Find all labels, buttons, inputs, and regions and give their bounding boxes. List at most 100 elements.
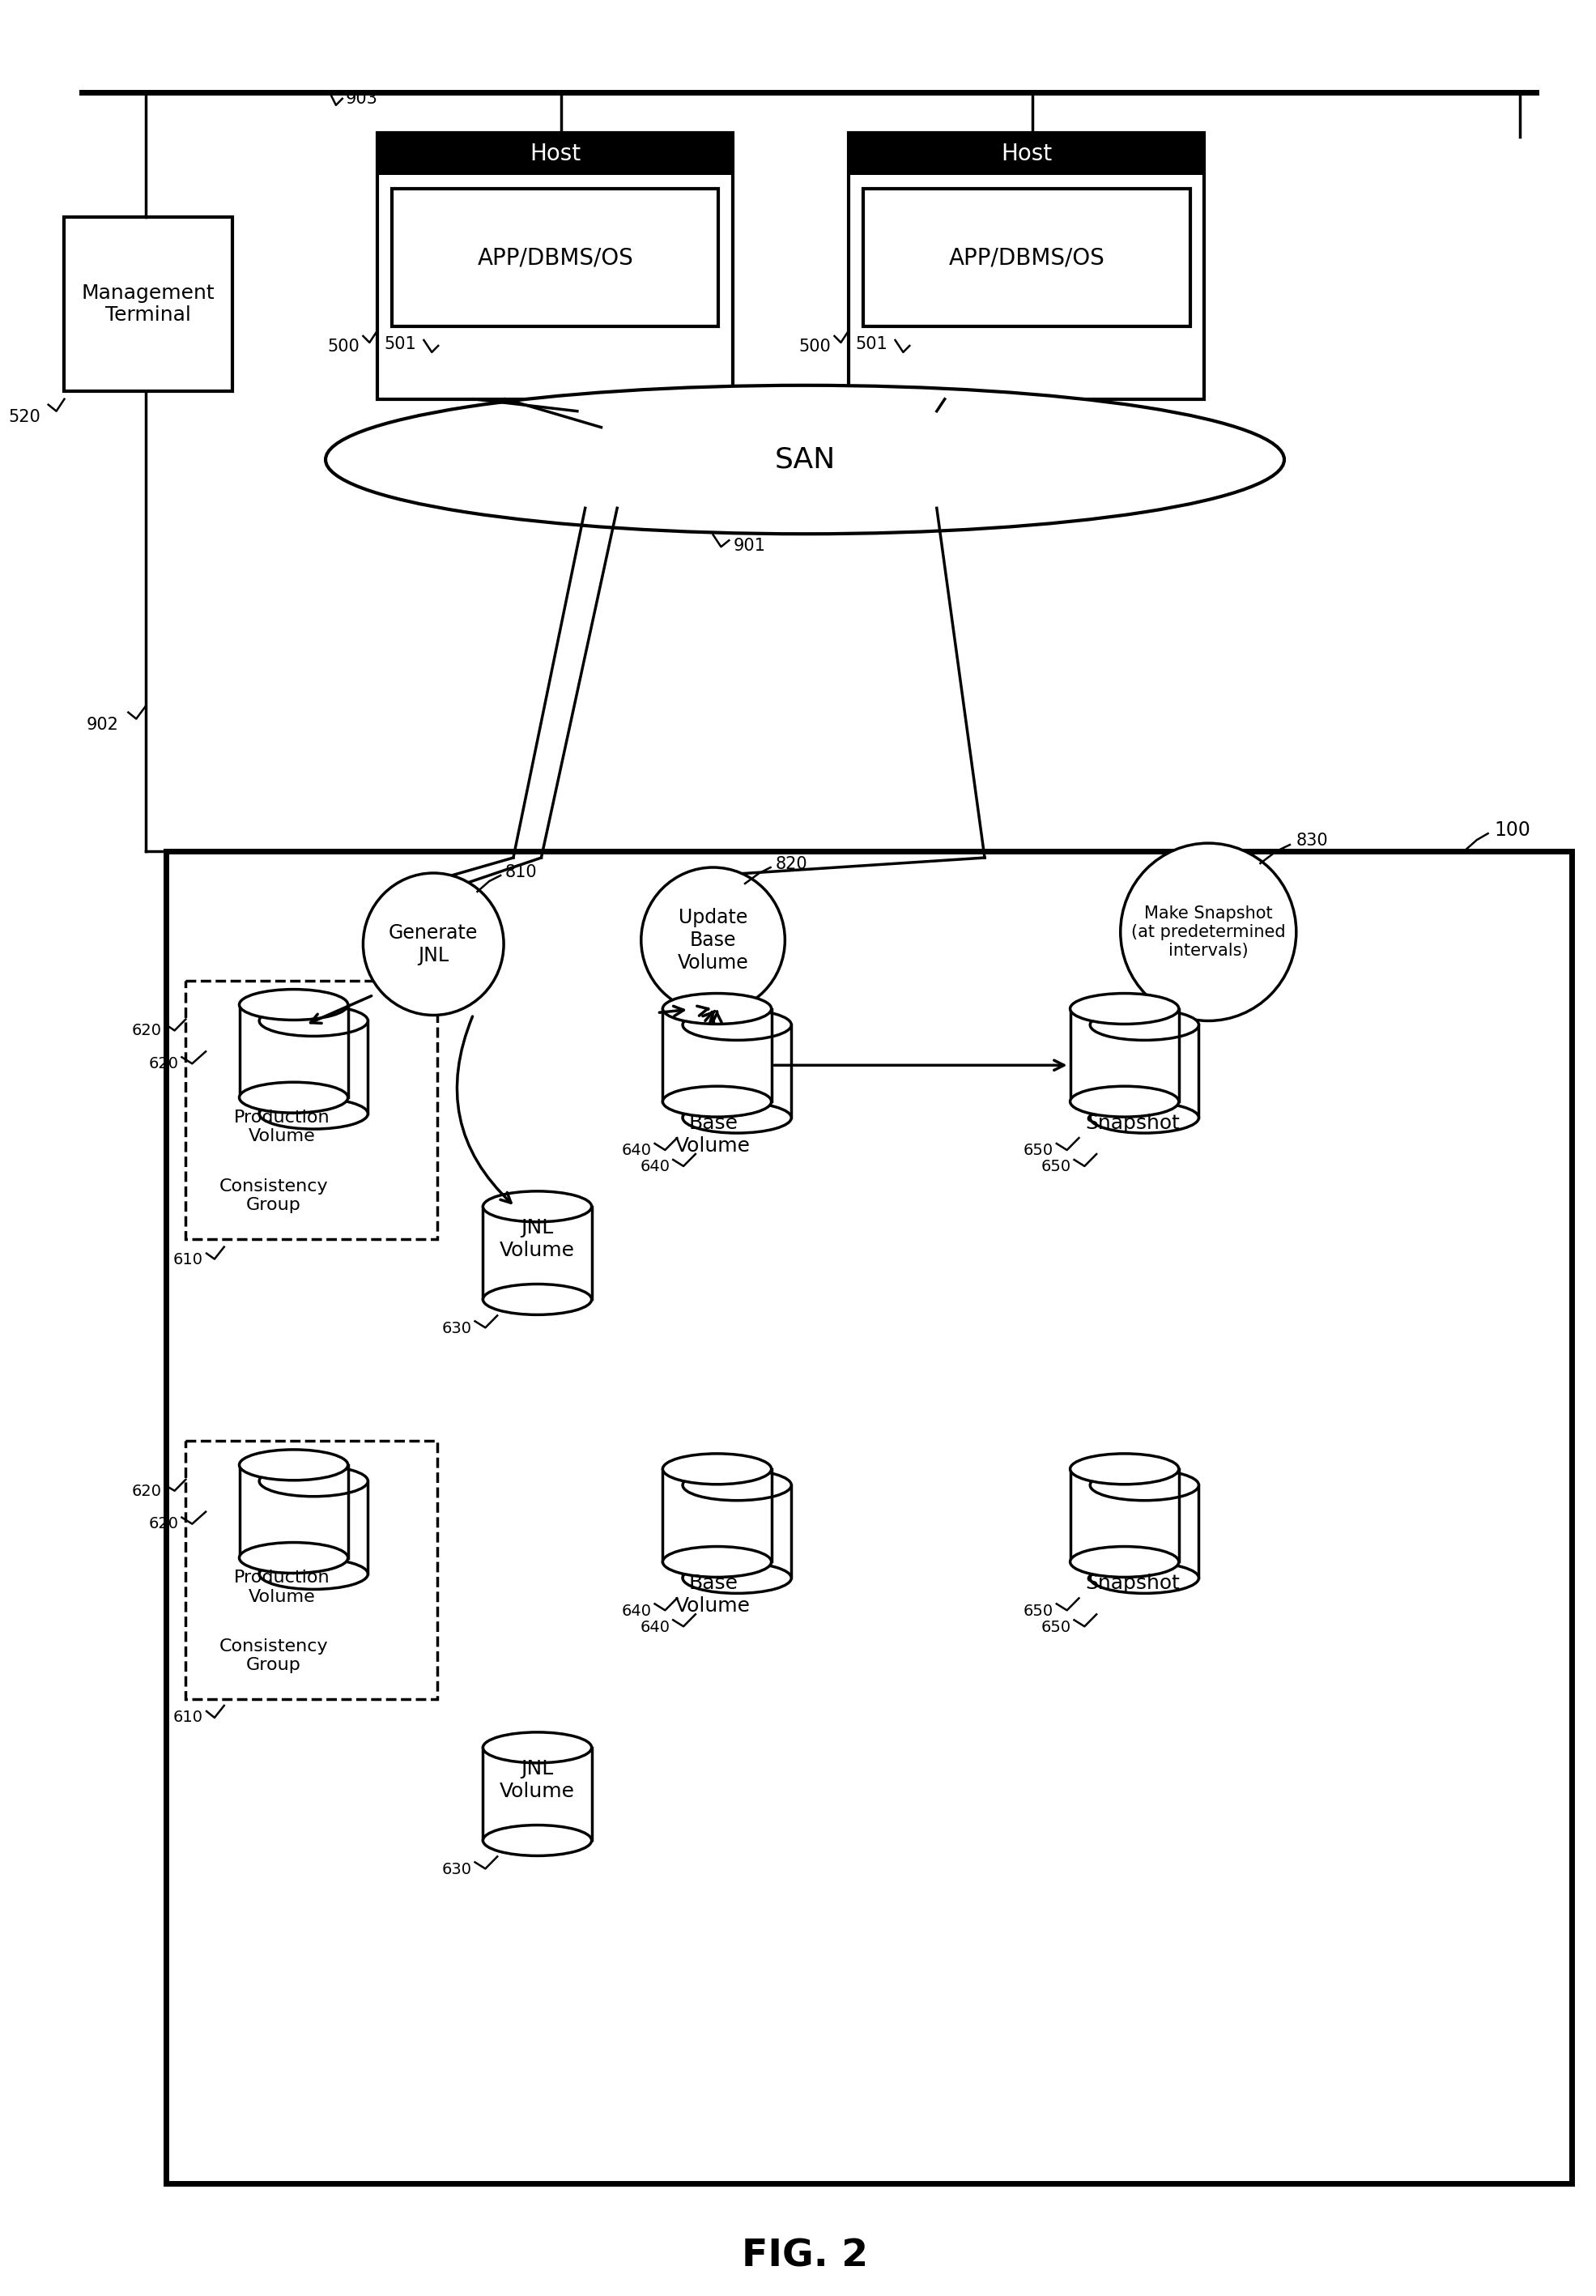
Bar	[484, 1205, 592, 1300]
Bar	[683, 1024, 792, 1118]
Text: 610: 610	[174, 1251, 203, 1267]
Bar	[259, 1022, 369, 1114]
Text: 650: 650	[1041, 1619, 1071, 1635]
Bar	[166, 852, 1572, 2183]
Text: 650: 650	[1023, 1143, 1053, 1159]
Ellipse shape	[484, 1283, 592, 1316]
Bar	[1090, 1024, 1199, 1118]
Bar	[64, 218, 231, 390]
Ellipse shape	[662, 994, 771, 1024]
Ellipse shape	[1090, 1102, 1199, 1132]
Ellipse shape	[1071, 1453, 1179, 1483]
Text: Update
Base
Volume: Update Base Volume	[678, 907, 749, 971]
Bar	[378, 133, 733, 174]
Text: 500: 500	[800, 338, 832, 354]
Text: 640: 640	[621, 1143, 651, 1159]
Ellipse shape	[484, 1825, 592, 1855]
Bar	[849, 133, 1205, 400]
Text: 501: 501	[855, 335, 887, 351]
Ellipse shape	[259, 1559, 369, 1589]
Circle shape	[1120, 843, 1296, 1022]
Text: Host: Host	[530, 142, 581, 165]
Bar	[484, 1747, 592, 1841]
Text: 650: 650	[1041, 1159, 1071, 1176]
Bar	[378, 133, 733, 400]
Bar	[239, 1465, 348, 1557]
Bar	[683, 1486, 792, 1577]
Text: Management
Terminal: Management Terminal	[81, 282, 215, 326]
Ellipse shape	[239, 1543, 348, 1573]
Text: 830: 830	[1296, 833, 1328, 850]
Ellipse shape	[239, 1081, 348, 1114]
Ellipse shape	[239, 1449, 348, 1481]
Ellipse shape	[484, 1731, 592, 1763]
Text: Snapshot: Snapshot	[1085, 1575, 1179, 1593]
Text: 500: 500	[327, 338, 361, 354]
Bar	[863, 188, 1191, 326]
Bar	[239, 1006, 348, 1097]
Bar	[1090, 1486, 1199, 1577]
Text: SAN: SAN	[774, 445, 835, 473]
Text: APP/DBMS/OS: APP/DBMS/OS	[477, 246, 634, 269]
Text: Production
Volume: Production Volume	[233, 1109, 330, 1146]
Bar	[259, 1481, 369, 1575]
Text: 100: 100	[1494, 820, 1531, 840]
Ellipse shape	[259, 1097, 369, 1130]
Text: 640: 640	[621, 1603, 651, 1619]
Ellipse shape	[683, 1010, 792, 1040]
Ellipse shape	[662, 1086, 771, 1116]
Text: 630: 630	[442, 1320, 472, 1336]
Ellipse shape	[1090, 1564, 1199, 1593]
Circle shape	[364, 872, 504, 1015]
Ellipse shape	[683, 1102, 792, 1132]
Text: 610: 610	[174, 1711, 203, 1724]
Ellipse shape	[484, 1192, 592, 1221]
Text: Snapshot: Snapshot	[1085, 1114, 1179, 1134]
Text: 620: 620	[148, 1056, 179, 1072]
Text: 810: 810	[506, 863, 538, 879]
Text: 620: 620	[132, 1022, 161, 1038]
Text: 902: 902	[86, 716, 118, 732]
Text: Consistency
Group: Consistency Group	[219, 1639, 329, 1674]
Text: Base
Volume: Base Volume	[675, 1575, 750, 1616]
Text: Generate
JNL: Generate JNL	[389, 923, 479, 964]
Text: Production
Volume: Production Volume	[233, 1570, 330, 1605]
Text: Host: Host	[1001, 142, 1052, 165]
Ellipse shape	[1090, 1469, 1199, 1502]
Ellipse shape	[1071, 994, 1179, 1024]
Bar	[393, 188, 718, 326]
Ellipse shape	[1071, 1548, 1179, 1577]
Ellipse shape	[662, 1548, 771, 1577]
Bar	[185, 1440, 437, 1699]
Text: 501: 501	[385, 335, 417, 351]
Text: Consistency
Group: Consistency Group	[219, 1178, 329, 1212]
Text: 820: 820	[776, 856, 808, 872]
Ellipse shape	[1071, 1086, 1179, 1116]
Text: JNL
Volume: JNL Volume	[500, 1217, 575, 1261]
Ellipse shape	[239, 990, 348, 1019]
Text: 620: 620	[132, 1483, 161, 1499]
Text: 640: 640	[640, 1159, 670, 1176]
Ellipse shape	[683, 1469, 792, 1502]
Ellipse shape	[326, 386, 1285, 535]
Ellipse shape	[662, 1453, 771, 1483]
Bar	[185, 980, 437, 1240]
Text: 901: 901	[733, 537, 766, 553]
Bar	[662, 1008, 771, 1102]
Text: 903: 903	[346, 90, 378, 106]
Text: 630: 630	[442, 1862, 472, 1878]
Bar	[849, 133, 1205, 174]
Text: 650: 650	[1023, 1603, 1053, 1619]
Text: Base
Volume: Base Volume	[675, 1114, 750, 1155]
Ellipse shape	[259, 1465, 369, 1497]
Bar	[662, 1469, 771, 1561]
Text: FIG. 2: FIG. 2	[742, 2239, 868, 2275]
Text: 640: 640	[640, 1619, 670, 1635]
Ellipse shape	[259, 1006, 369, 1035]
Text: JNL
Volume: JNL Volume	[500, 1759, 575, 1800]
Text: 520: 520	[8, 409, 40, 425]
Text: Make Snapshot
(at predetermined
intervals): Make Snapshot (at predetermined interval…	[1132, 905, 1285, 960]
Bar	[1071, 1008, 1179, 1102]
Bar	[1071, 1469, 1179, 1561]
Ellipse shape	[683, 1564, 792, 1593]
